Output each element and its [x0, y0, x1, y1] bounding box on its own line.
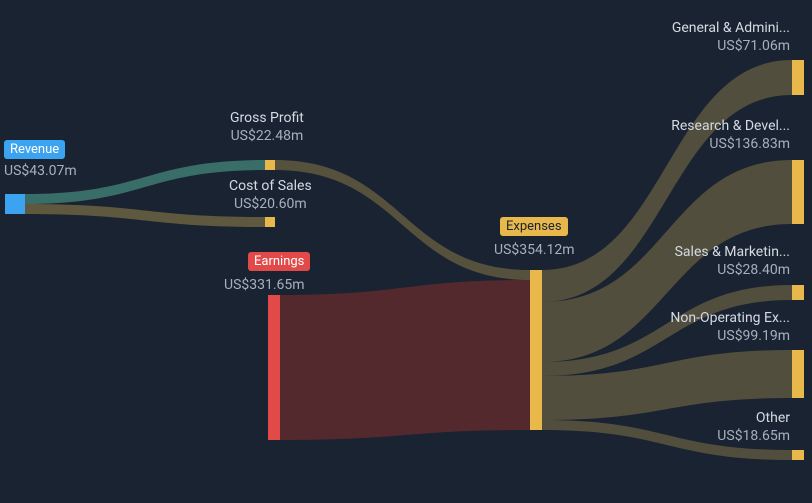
other-label: Other US$18.65m [717, 410, 790, 445]
general-admin-label: General & Admini... US$71.06m [672, 20, 790, 55]
sankey-node-nop [792, 350, 804, 398]
sankey-node-rd [792, 160, 804, 224]
revenue-tag: Revenue [4, 140, 65, 159]
earnings-value: US$331.65m [224, 277, 305, 295]
sankey-node-sm [792, 285, 804, 300]
sankey-node-revenue [5, 194, 25, 214]
gross-profit-label: Gross Profit US$22.48m [230, 110, 304, 145]
research-dev-label: Research & Devel... US$136.83m [671, 118, 790, 153]
earnings-tag: Earnings [248, 252, 310, 271]
sankey-link-earn_expenses [280, 280, 530, 440]
expenses-value: US$354.12m [494, 242, 575, 260]
cost-of-sales-label: Cost of Sales US$20.60m [229, 178, 312, 213]
sankey-node-other [792, 450, 804, 460]
non-operating-label: Non-Operating Ex... US$99.19m [670, 310, 790, 345]
sankey-node-ga [792, 60, 804, 95]
revenue-value: US$43.07m [4, 163, 77, 181]
sankey-node-expenses [530, 270, 542, 430]
sankey-node-earnings [268, 295, 280, 440]
sankey-chart: Revenue US$43.07m Gross Profit US$22.48m… [0, 0, 812, 503]
sankey-node-cos [265, 217, 275, 227]
expenses-tag: Expenses [500, 217, 568, 236]
sankey-node-gross [265, 160, 275, 170]
sankey-link-gross_expenses [275, 160, 530, 280]
sales-marketing-label: Sales & Marketin... US$28.40m [675, 244, 790, 279]
